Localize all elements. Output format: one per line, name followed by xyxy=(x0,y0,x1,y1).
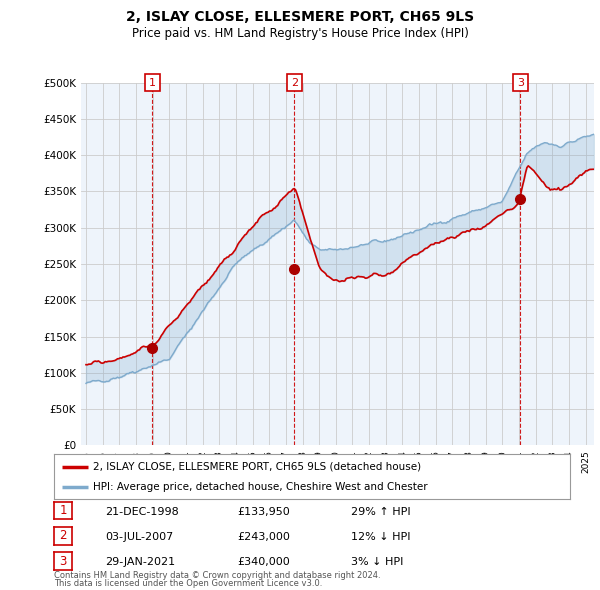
Text: 2: 2 xyxy=(290,78,298,87)
Text: 21-DEC-1998: 21-DEC-1998 xyxy=(105,507,179,516)
Text: 1: 1 xyxy=(59,504,67,517)
Text: 3% ↓ HPI: 3% ↓ HPI xyxy=(351,558,403,567)
Text: 29-JAN-2021: 29-JAN-2021 xyxy=(105,558,175,567)
Text: £340,000: £340,000 xyxy=(237,558,290,567)
Text: 03-JUL-2007: 03-JUL-2007 xyxy=(105,532,173,542)
Text: Contains HM Land Registry data © Crown copyright and database right 2024.: Contains HM Land Registry data © Crown c… xyxy=(54,571,380,580)
Text: Price paid vs. HM Land Registry's House Price Index (HPI): Price paid vs. HM Land Registry's House … xyxy=(131,27,469,40)
Text: 3: 3 xyxy=(59,555,67,568)
Text: 29% ↑ HPI: 29% ↑ HPI xyxy=(351,507,410,516)
Text: This data is licensed under the Open Government Licence v3.0.: This data is licensed under the Open Gov… xyxy=(54,579,322,588)
Text: £133,950: £133,950 xyxy=(237,507,290,516)
Text: £243,000: £243,000 xyxy=(237,532,290,542)
Text: HPI: Average price, detached house, Cheshire West and Chester: HPI: Average price, detached house, Ches… xyxy=(92,483,427,493)
Text: 2: 2 xyxy=(59,529,67,542)
Text: 3: 3 xyxy=(517,78,524,87)
Text: 2, ISLAY CLOSE, ELLESMERE PORT, CH65 9LS (detached house): 2, ISLAY CLOSE, ELLESMERE PORT, CH65 9LS… xyxy=(92,462,421,471)
Text: 1: 1 xyxy=(149,78,155,87)
Text: 2, ISLAY CLOSE, ELLESMERE PORT, CH65 9LS: 2, ISLAY CLOSE, ELLESMERE PORT, CH65 9LS xyxy=(126,10,474,24)
Text: 12% ↓ HPI: 12% ↓ HPI xyxy=(351,532,410,542)
